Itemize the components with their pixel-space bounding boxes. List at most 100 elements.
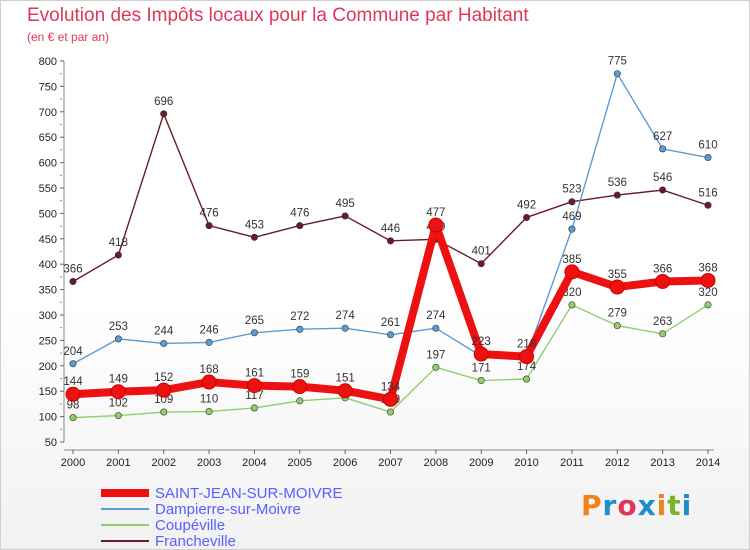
x-tick-label: 2014 xyxy=(696,457,720,469)
data-point xyxy=(655,273,671,289)
legend-swatch xyxy=(101,524,149,526)
y-tick-label: 500 xyxy=(39,208,57,220)
data-point xyxy=(473,346,489,362)
data-label: 171 xyxy=(472,363,491,375)
x-tick-label: 2003 xyxy=(197,457,221,469)
data-label: 110 xyxy=(200,394,218,406)
x-tick-label: 2010 xyxy=(514,457,538,469)
data-point xyxy=(205,338,213,346)
x-tick-label: 2009 xyxy=(469,457,493,469)
data-point xyxy=(386,408,394,416)
x-tick-label: 2005 xyxy=(288,457,312,469)
x-tick-label: 2000 xyxy=(61,457,85,469)
data-point xyxy=(110,384,126,400)
y-tick-label: 350 xyxy=(39,285,57,297)
data-label: 523 xyxy=(562,184,581,196)
x-tick-label: 2007 xyxy=(378,457,402,469)
data-label: 492 xyxy=(517,199,536,211)
data-label: 476 xyxy=(290,208,309,220)
data-label: 174 xyxy=(517,361,537,373)
data-label: 98 xyxy=(67,400,80,412)
data-point xyxy=(704,154,712,162)
data-point xyxy=(250,404,258,412)
logo-letter: t xyxy=(667,489,682,522)
data-point xyxy=(69,360,77,368)
data-label: 495 xyxy=(336,198,355,210)
chart-title: Evolution des Impôts locaux pour la Comm… xyxy=(27,5,529,26)
data-point xyxy=(205,222,213,230)
data-point xyxy=(383,391,398,407)
data-point xyxy=(246,378,262,394)
x-tick-label: 2004 xyxy=(242,457,266,469)
data-label: 476 xyxy=(199,208,218,220)
data-label: 261 xyxy=(381,317,400,329)
series-francheville: 3664186964764534764954464494014925235365… xyxy=(63,96,718,285)
data-point xyxy=(523,375,531,383)
data-label: 244 xyxy=(154,325,174,337)
data-label: 274 xyxy=(336,310,356,322)
data-label: 775 xyxy=(608,56,627,68)
data-point xyxy=(296,222,304,230)
data-point xyxy=(428,217,444,233)
data-label: 366 xyxy=(653,263,672,275)
y-tick-label: 450 xyxy=(39,234,57,246)
x-tick-label: 2006 xyxy=(333,457,357,469)
data-label: 253 xyxy=(109,321,128,333)
data-point xyxy=(386,237,394,245)
x-tick-label: 2012 xyxy=(605,457,629,469)
y-tick-label: 100 xyxy=(39,412,57,424)
data-label: 265 xyxy=(245,315,264,327)
data-point xyxy=(386,331,394,339)
data-point xyxy=(564,264,580,280)
data-point xyxy=(568,301,576,309)
data-point xyxy=(114,412,122,420)
data-label: 161 xyxy=(245,368,264,380)
data-label: 446 xyxy=(381,223,400,235)
y-tick-label: 300 xyxy=(39,310,57,322)
data-label: 401 xyxy=(472,246,491,258)
y-tick-label: 400 xyxy=(39,259,57,271)
logo-letter: i xyxy=(656,489,668,522)
y-tick-label: 200 xyxy=(39,361,57,373)
data-label: 368 xyxy=(698,262,717,274)
data-point xyxy=(432,363,440,371)
y-tick-label: 600 xyxy=(39,158,57,170)
logo-letter: P xyxy=(581,489,603,522)
proxiti-logo: Proxiti xyxy=(581,489,692,522)
data-point xyxy=(250,329,258,337)
data-point xyxy=(205,408,213,416)
legend-label: Dampierre-sur-Moivre xyxy=(155,500,301,518)
data-point xyxy=(568,225,576,233)
data-point xyxy=(609,279,625,295)
data-label: 102 xyxy=(109,398,128,410)
data-label: 144 xyxy=(63,376,83,388)
data-label: 274 xyxy=(426,310,446,322)
data-label: 272 xyxy=(290,311,309,323)
data-label: 418 xyxy=(109,237,128,249)
data-point xyxy=(69,414,77,422)
data-label: 355 xyxy=(608,269,627,281)
logo-letter: x xyxy=(637,489,657,522)
data-label: 151 xyxy=(336,373,355,385)
data-point xyxy=(613,70,621,78)
data-point xyxy=(341,324,349,332)
legend-item: Francheville xyxy=(101,533,343,550)
data-point xyxy=(69,277,77,285)
data-point xyxy=(659,145,667,153)
data-point xyxy=(337,383,353,399)
data-point xyxy=(568,198,576,206)
data-label: 453 xyxy=(245,219,264,231)
data-point xyxy=(160,110,168,118)
x-tick-label: 2001 xyxy=(106,457,130,469)
legend-swatch xyxy=(101,508,149,510)
data-point xyxy=(296,325,304,333)
x-tick-label: 2008 xyxy=(424,457,448,469)
data-label: 152 xyxy=(154,372,173,384)
data-point xyxy=(659,186,667,194)
data-label: 696 xyxy=(154,96,173,108)
data-point xyxy=(114,335,122,343)
data-label: 117 xyxy=(245,390,263,402)
series-line xyxy=(72,113,709,283)
legend-item: Dampierre-sur-Moivre xyxy=(101,500,343,518)
